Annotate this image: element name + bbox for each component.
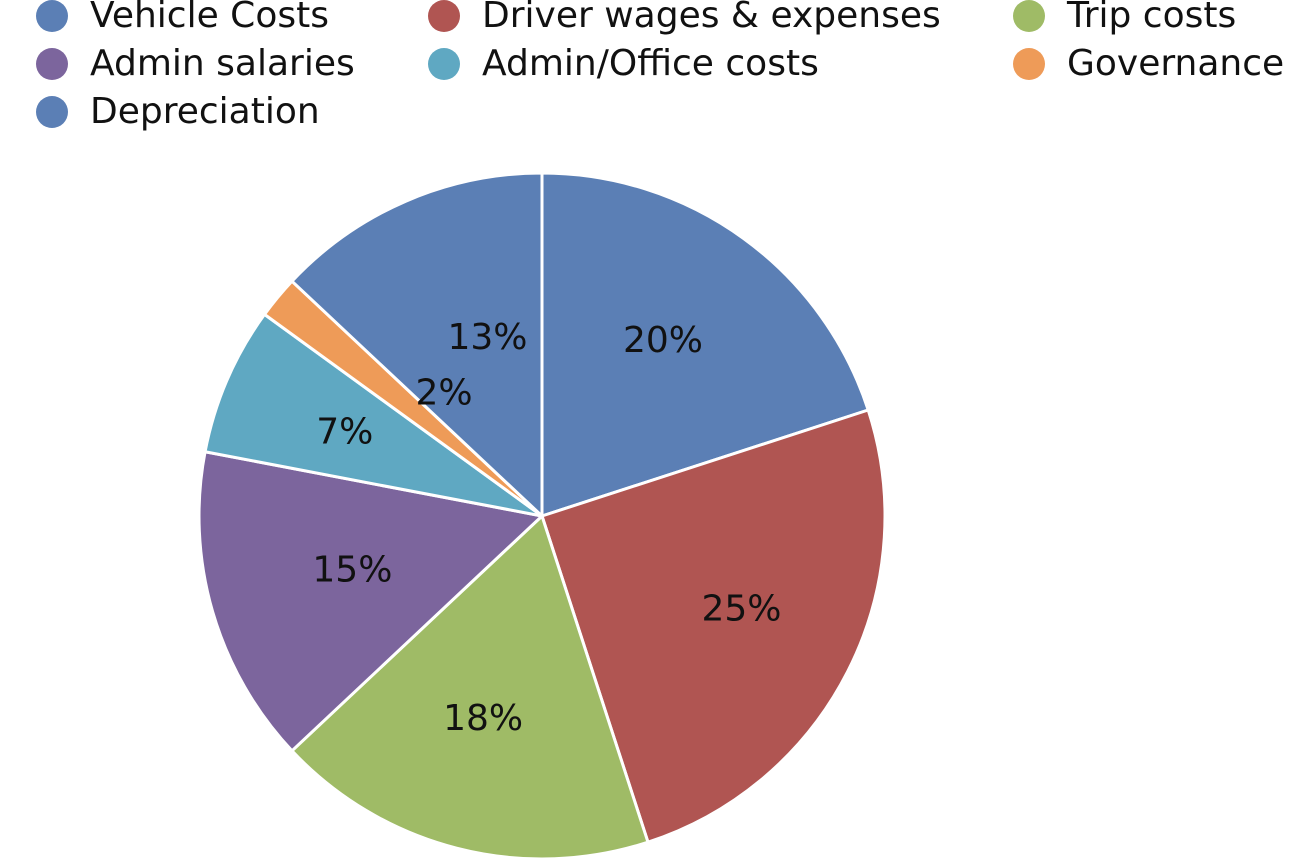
legend-item-admin-office-costs: Admin/Office costs: [428, 42, 819, 86]
legend-item-trip-costs: Trip costs: [1013, 0, 1236, 38]
legend-swatch-depreciation: [36, 96, 68, 128]
legend-item-admin-salaries: Admin salaries: [36, 42, 355, 86]
legend-label-trip-costs: Trip costs: [1067, 0, 1237, 36]
legend-item-driver-wages: Driver wages & expenses: [428, 0, 941, 38]
data-label-driver-wages-expenses: 25%: [701, 589, 781, 630]
legend-label-admin-office-costs: Admin/Office costs: [482, 43, 819, 84]
legend-swatch-admin-office-costs: [428, 48, 460, 80]
pie-slice-vehicle-costs: [540, 171, 870, 518]
data-label-trip-costs: 18%: [443, 698, 523, 739]
data-label-vehicle-costs: 20%: [623, 320, 703, 361]
pie-slice-driver-wages-expenses: [540, 408, 887, 844]
pie-slices: [197, 171, 887, 861]
legend-swatch-admin-salaries: [36, 48, 68, 80]
pie-slice-depreciation: [290, 171, 544, 518]
pie-slice-labels: 20% 25% 18% 15% 7% 2% 13%: [312, 317, 781, 739]
data-label-depreciation: 13%: [447, 317, 527, 358]
legend-swatch-driver-wages: [428, 0, 460, 32]
legend-item-governance: Governance: [1013, 42, 1284, 86]
legend-item-vehicle-costs: Vehicle Costs: [36, 0, 329, 38]
legend-item-depreciation: Depreciation: [36, 90, 320, 134]
legend-swatch-vehicle-costs: [36, 0, 68, 32]
legend-swatch-governance: [1013, 48, 1045, 80]
chart-legend: Vehicle Costs Driver wages & expenses Tr…: [0, 0, 1311, 140]
legend-label-admin-salaries: Admin salaries: [90, 43, 355, 84]
legend-swatch-trip-costs: [1013, 0, 1045, 32]
pie-slice-admin-office-costs: [203, 312, 544, 518]
legend-label-vehicle-costs: Vehicle Costs: [90, 0, 329, 36]
pie-slice-admin-salaries: [197, 450, 544, 753]
pie-slice-trip-costs: [290, 514, 650, 861]
data-label-admin-office-costs: 7%: [316, 412, 373, 453]
data-label-governance: 2%: [416, 372, 473, 413]
legend-label-governance: Governance: [1067, 43, 1285, 84]
legend-label-driver-wages: Driver wages & expenses: [482, 0, 941, 36]
legend-label-depreciation: Depreciation: [90, 91, 320, 132]
data-label-admin-salaries: 15%: [312, 549, 392, 590]
